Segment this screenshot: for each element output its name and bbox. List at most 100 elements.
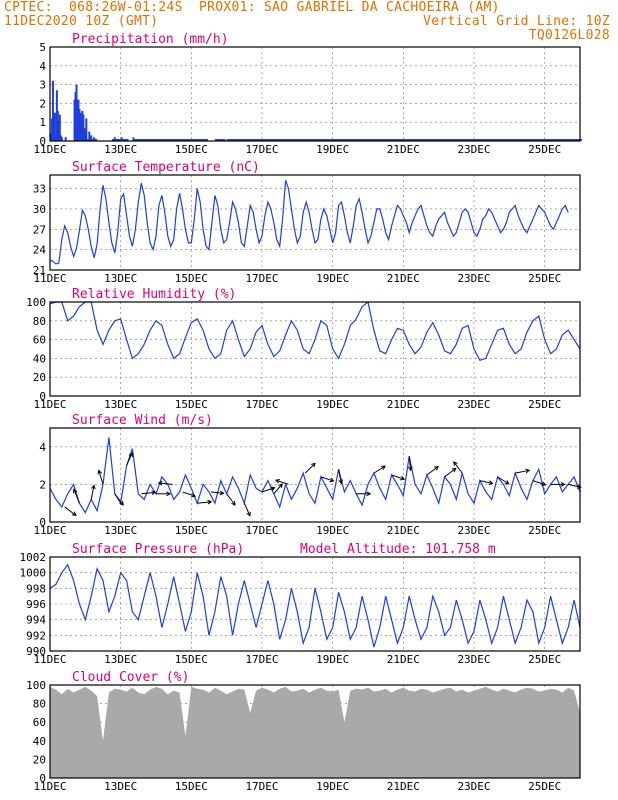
x-tick-label: 11DEC — [33, 398, 66, 411]
x-tick-label: 17DEC — [245, 780, 278, 793]
wind-arrow — [568, 483, 581, 488]
y-tick-label: 24 — [33, 244, 47, 257]
precip-bar — [75, 84, 78, 141]
panel-frame — [49, 174, 581, 271]
wind-arrow — [453, 461, 463, 474]
x-tick-label: 19DEC — [316, 272, 349, 285]
wind-arrow — [515, 469, 530, 474]
wind-arrow — [243, 502, 251, 517]
x-tick-label: 11DEC — [33, 653, 66, 666]
y-tick-label: 40 — [33, 352, 46, 365]
wind-arrow — [226, 493, 236, 506]
header-model-id: TQ0126L028 — [528, 28, 610, 43]
precip-bar — [206, 139, 209, 141]
x-tick-label: 23DEC — [457, 272, 490, 285]
panel-title: Surface Pressure (hPa) — [72, 542, 244, 557]
wind-arrow — [373, 465, 386, 474]
wind-arrow — [114, 493, 124, 506]
y-tick-label: 60 — [33, 334, 46, 347]
precip-bar — [53, 112, 56, 141]
wind-arrow — [261, 487, 275, 493]
x-tick-label: 15DEC — [175, 398, 208, 411]
wind-arrow — [338, 469, 342, 484]
x-tick-label: 21DEC — [387, 272, 420, 285]
precip-bar — [64, 137, 67, 141]
y-tick-label: 4 — [39, 60, 46, 73]
x-tick-label: 21DEC — [387, 398, 420, 411]
wind-arrow — [275, 479, 289, 485]
y-tick-label: 996 — [26, 598, 46, 611]
precip-bar — [79, 112, 82, 141]
wind-arrow-head — [166, 491, 172, 497]
wind-arrow — [182, 491, 196, 497]
x-tick-label: 23DEC — [457, 653, 490, 666]
y-tick-label: 80 — [33, 698, 46, 711]
precip-bar — [95, 139, 98, 141]
wind-arrow — [197, 501, 212, 504]
x-tick-label: 13DEC — [104, 780, 137, 793]
y-tick-label: 4 — [39, 441, 46, 454]
y-tick-label: 40 — [33, 735, 46, 748]
precip-bar — [88, 131, 91, 141]
wind-arrow-head — [274, 478, 280, 484]
x-tick-label: 13DEC — [104, 143, 137, 156]
wind-arrow-head — [311, 462, 316, 468]
y-tick-label: 2 — [39, 478, 46, 491]
header-line1: CPTEC: 068:26W-01:24S PROX01: SAO GABRIE… — [4, 0, 500, 15]
precip-bar — [85, 118, 88, 141]
y-tick-label: 21 — [33, 264, 46, 277]
y-tick-label: 990 — [26, 645, 46, 658]
x-tick-label: 25DEC — [528, 524, 561, 537]
wind-arrow-head — [119, 500, 124, 506]
wind-arrow-head — [366, 491, 372, 497]
wind-arrow — [210, 491, 224, 494]
panel-annotation: Model Altitude: 101.758 m — [300, 542, 496, 557]
wind-arrow-head — [71, 511, 77, 516]
wind-arrow-head — [338, 479, 344, 485]
y-tick-label: 20 — [33, 371, 46, 384]
wind-arrow-head — [231, 500, 236, 506]
x-tick-label: 23DEC — [457, 780, 490, 793]
x-tick-label: 17DEC — [245, 398, 278, 411]
wind-arrow-head — [576, 484, 582, 489]
x-tick-label: 25DEC — [528, 272, 561, 285]
series-line — [49, 437, 581, 514]
y-tick-label: 0 — [39, 390, 46, 403]
precip-bar — [223, 139, 226, 141]
x-tick-label: 11DEC — [33, 272, 66, 285]
cloud-cover-area — [50, 686, 580, 778]
panel-title: Surface Wind (m/s) — [72, 413, 213, 428]
wind-arrow — [479, 480, 493, 484]
x-tick-label: 17DEC — [245, 524, 278, 537]
wind-arrow-head — [207, 499, 213, 505]
panel-title: Surface Temperature (nC) — [72, 160, 260, 175]
x-tick-label: 15DEC — [175, 272, 208, 285]
wind-arrow-head — [453, 461, 458, 466]
panel-frame — [49, 684, 581, 779]
panel-title: Cloud Cover (%) — [72, 670, 189, 685]
wind-arrow-head — [488, 480, 494, 486]
wind-arrow — [64, 506, 77, 516]
wind-arrow-head — [151, 490, 157, 496]
x-tick-label: 17DEC — [245, 143, 278, 156]
y-tick-label: 27 — [33, 223, 46, 236]
precip-bar — [126, 139, 129, 141]
wind-arrow — [90, 485, 95, 500]
wind-arrow — [98, 470, 104, 485]
wind-arrow-head — [504, 480, 510, 485]
wind-arrow — [444, 468, 457, 478]
wind-arrow-head — [451, 467, 457, 473]
x-tick-label: 15DEC — [175, 653, 208, 666]
precip-bar — [51, 80, 54, 141]
x-tick-label: 21DEC — [387, 653, 420, 666]
x-tick-label: 13DEC — [104, 524, 137, 537]
x-tick-label: 17DEC — [245, 653, 278, 666]
wind-arrow-head — [381, 465, 386, 470]
x-tick-label: 25DEC — [528, 780, 561, 793]
x-tick-label: 11DEC — [33, 780, 66, 793]
wind-arrow-head — [407, 466, 413, 472]
x-tick-label: 19DEC — [316, 780, 349, 793]
wind-arrow-head — [157, 480, 163, 486]
wind-arrow-head — [97, 469, 102, 475]
